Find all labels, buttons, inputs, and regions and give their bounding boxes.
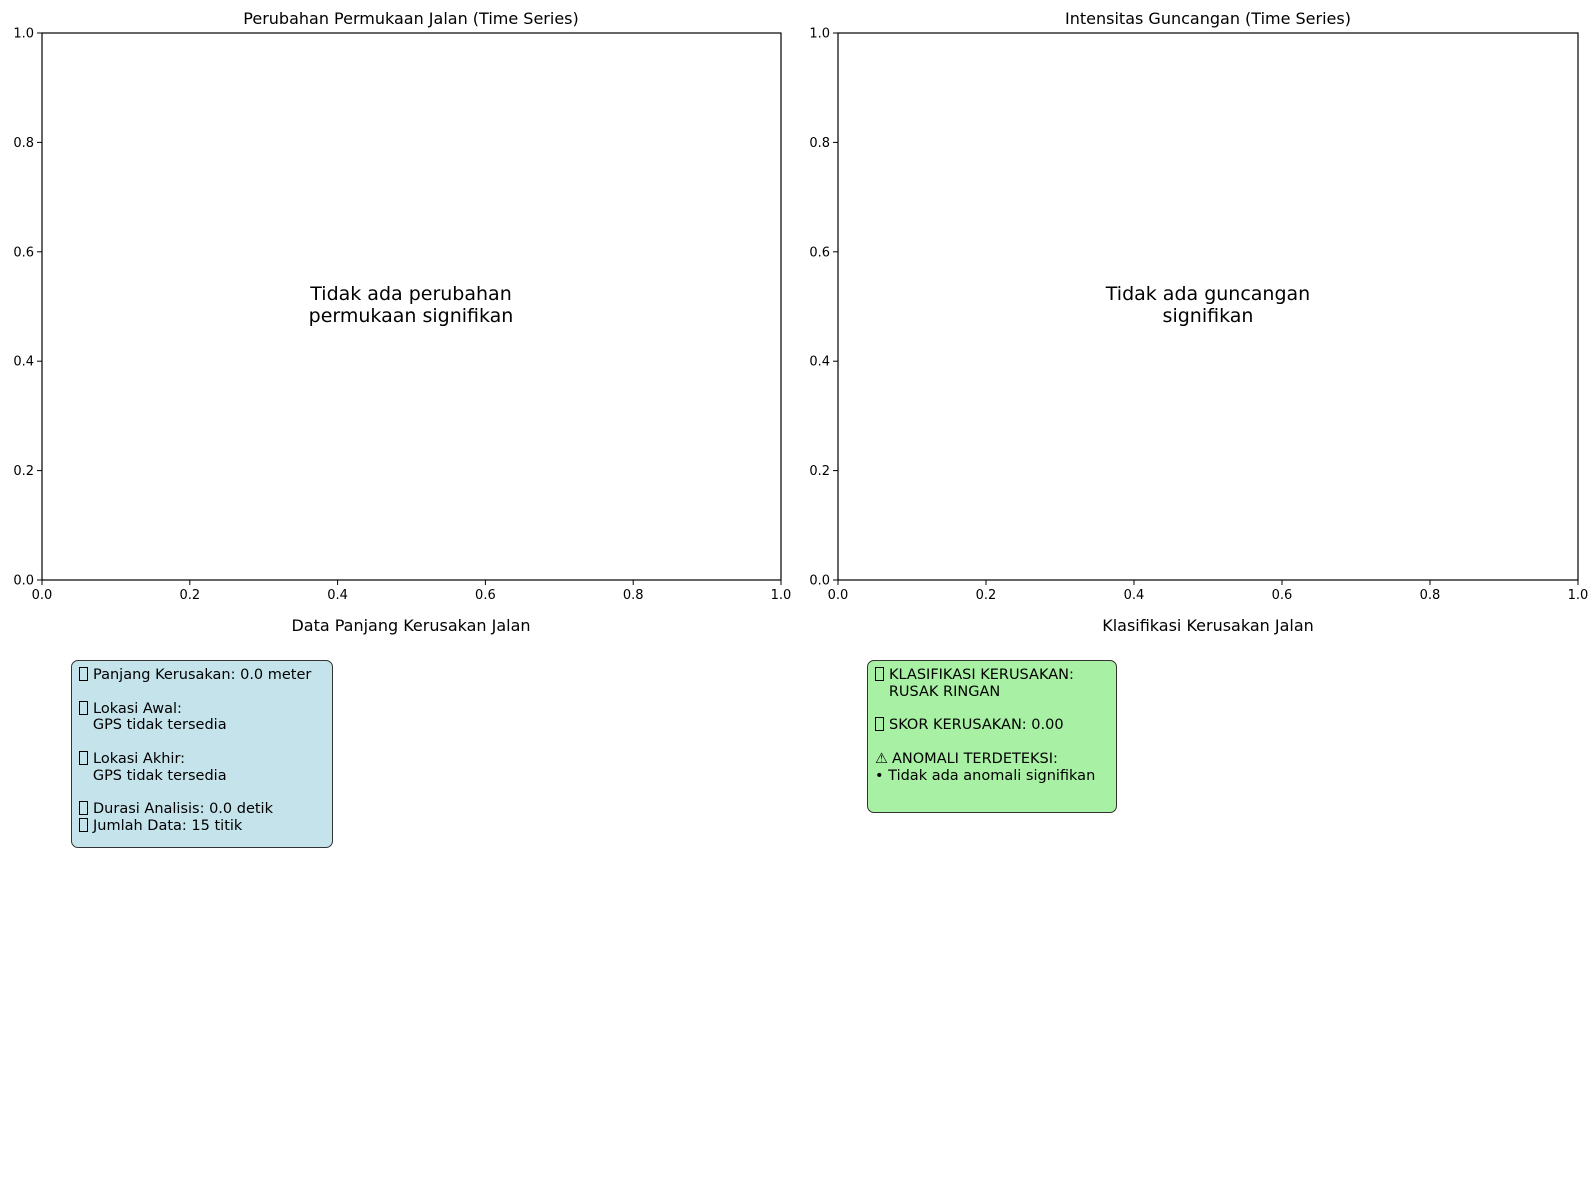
info-line-text: RUSAK RINGAN (875, 683, 1001, 700)
x-tick-label: 0.6 (1272, 588, 1293, 603)
surface-change-chart: Perubahan Permukaan Jalan (Time Series) … (13, 9, 791, 603)
info-line: GPS tidak tersedia (79, 768, 325, 785)
x-tick-label: 0.2 (976, 588, 997, 603)
x-tick-label: 0.0 (828, 588, 849, 603)
no-data-message-line-1: Tidak ada guncangan (1105, 283, 1310, 305)
clock-icon (79, 801, 88, 816)
info-line-text: Durasi Analisis: 0.0 detik (93, 801, 273, 818)
x-tick-label: 0.8 (1420, 588, 1441, 603)
info-line-text: Lokasi Awal: (93, 700, 182, 717)
info-line-text: Panjang Kerusakan: 0.0 meter (93, 667, 312, 683)
info-line-text: • Tidak ada anomali signifikan (875, 767, 1096, 784)
no-data-message-line-2: signifikan (1163, 305, 1254, 327)
info-line-text: GPS tidak tersedia (79, 717, 227, 734)
info-line-text: Jumlah Data: 15 titik (93, 818, 243, 835)
plot-area (41, 32, 782, 581)
flag-icon (79, 750, 88, 765)
info-line: Durasi Analisis: 0.0 detik (79, 801, 325, 818)
x-tick-label: 0.0 (32, 588, 53, 603)
info-line-text: ANOMALI TERDETEKSI: (892, 750, 1058, 767)
tick-group: 0.0 0.2 0.4 0.6 0.8 1.0 0.0 0.2 0.4 0.6 0.8 1.0 (809, 27, 1588, 604)
info-line: Panjang Kerusakan: 0.0 meter (79, 667, 325, 684)
no-data-message-line-2: permukaan signifikan (309, 305, 514, 327)
chart-icon (79, 818, 88, 833)
damage-length-info-box: Panjang Kerusakan: 0.0 meter Lokasi Awal:… (71, 660, 333, 848)
x-tick-label: 1.0 (1568, 588, 1589, 603)
info-line: KLASIFIKASI KERUSAKAN: (875, 667, 1109, 684)
ruler-icon (79, 667, 88, 681)
info-line (875, 734, 1109, 751)
damage-length-panel-title: Data Panjang Kerusakan Jalan (291, 616, 531, 635)
info-line (875, 701, 1109, 718)
y-tick-label: 0.8 (13, 136, 34, 151)
x-tick-label: 0.4 (327, 588, 348, 603)
info-line: • Tidak ada anomali signifikan (875, 768, 1109, 785)
y-tick-label: 1.0 (809, 27, 830, 42)
plot-area (837, 32, 1579, 581)
tick-group: 0.0 0.2 0.4 0.6 0.8 1.0 0.0 0.2 0.4 0.6 0.8 1.0 (13, 27, 791, 604)
y-tick-label: 0.6 (13, 245, 34, 260)
info-line: ⚠ ANOMALI TERDETEKSI: (875, 751, 1109, 768)
y-tick-label: 0.4 (13, 355, 34, 370)
warning-icon: ⚠ (875, 750, 888, 767)
info-line (79, 684, 325, 701)
info-line: Lokasi Akhir: (79, 750, 325, 768)
score-icon (875, 717, 884, 732)
y-tick-label: 0.2 (13, 464, 34, 479)
info-line-text: Lokasi Akhir: (93, 750, 186, 767)
y-tick-label: 0.6 (809, 245, 830, 260)
damage-classification-info-box: KLASIFIKASI KERUSAKAN: RUSAK RINGAN SKOR … (867, 660, 1117, 813)
no-data-message-line-1: Tidak ada perubahan (309, 283, 511, 305)
info-line: Jumlah Data: 15 titik (79, 818, 325, 835)
info-line-text: KLASIFIKASI KERUSAKAN: (889, 667, 1074, 683)
y-tick-label: 0.4 (809, 355, 830, 370)
damage-classification-panel-title: Klasifikasi Kerusakan Jalan (1102, 616, 1314, 635)
y-tick-label: 0.2 (809, 464, 830, 479)
x-tick-label: 1.0 (771, 588, 792, 603)
x-tick-label: 0.6 (475, 588, 496, 603)
shock-intensity-chart: Intensitas Guncangan (Time Series) 0.0 0.… (809, 9, 1588, 603)
x-tick-label: 0.4 (1124, 588, 1145, 603)
info-line: GPS tidak tersedia (79, 717, 325, 734)
info-line-text: SKOR KERUSAKAN: 0.00 (889, 717, 1064, 734)
info-line: Lokasi Awal: (79, 700, 325, 718)
info-line (79, 734, 325, 751)
info-line: RUSAK RINGAN (875, 684, 1109, 701)
y-tick-label: 0.0 (13, 574, 34, 589)
info-line-text: GPS tidak tersedia (79, 767, 227, 784)
info-line (79, 785, 325, 802)
road-icon (875, 667, 884, 681)
x-tick-label: 0.2 (179, 588, 200, 603)
y-tick-label: 1.0 (13, 27, 34, 42)
y-tick-label: 0.0 (809, 574, 830, 589)
y-tick-label: 0.8 (809, 136, 830, 151)
pin-icon (79, 700, 88, 715)
info-line: SKOR KERUSAKAN: 0.00 (875, 717, 1109, 734)
chart-title: Intensitas Guncangan (Time Series) (1065, 9, 1351, 28)
chart-title: Perubahan Permukaan Jalan (Time Series) (243, 9, 578, 28)
x-tick-label: 0.8 (623, 588, 644, 603)
